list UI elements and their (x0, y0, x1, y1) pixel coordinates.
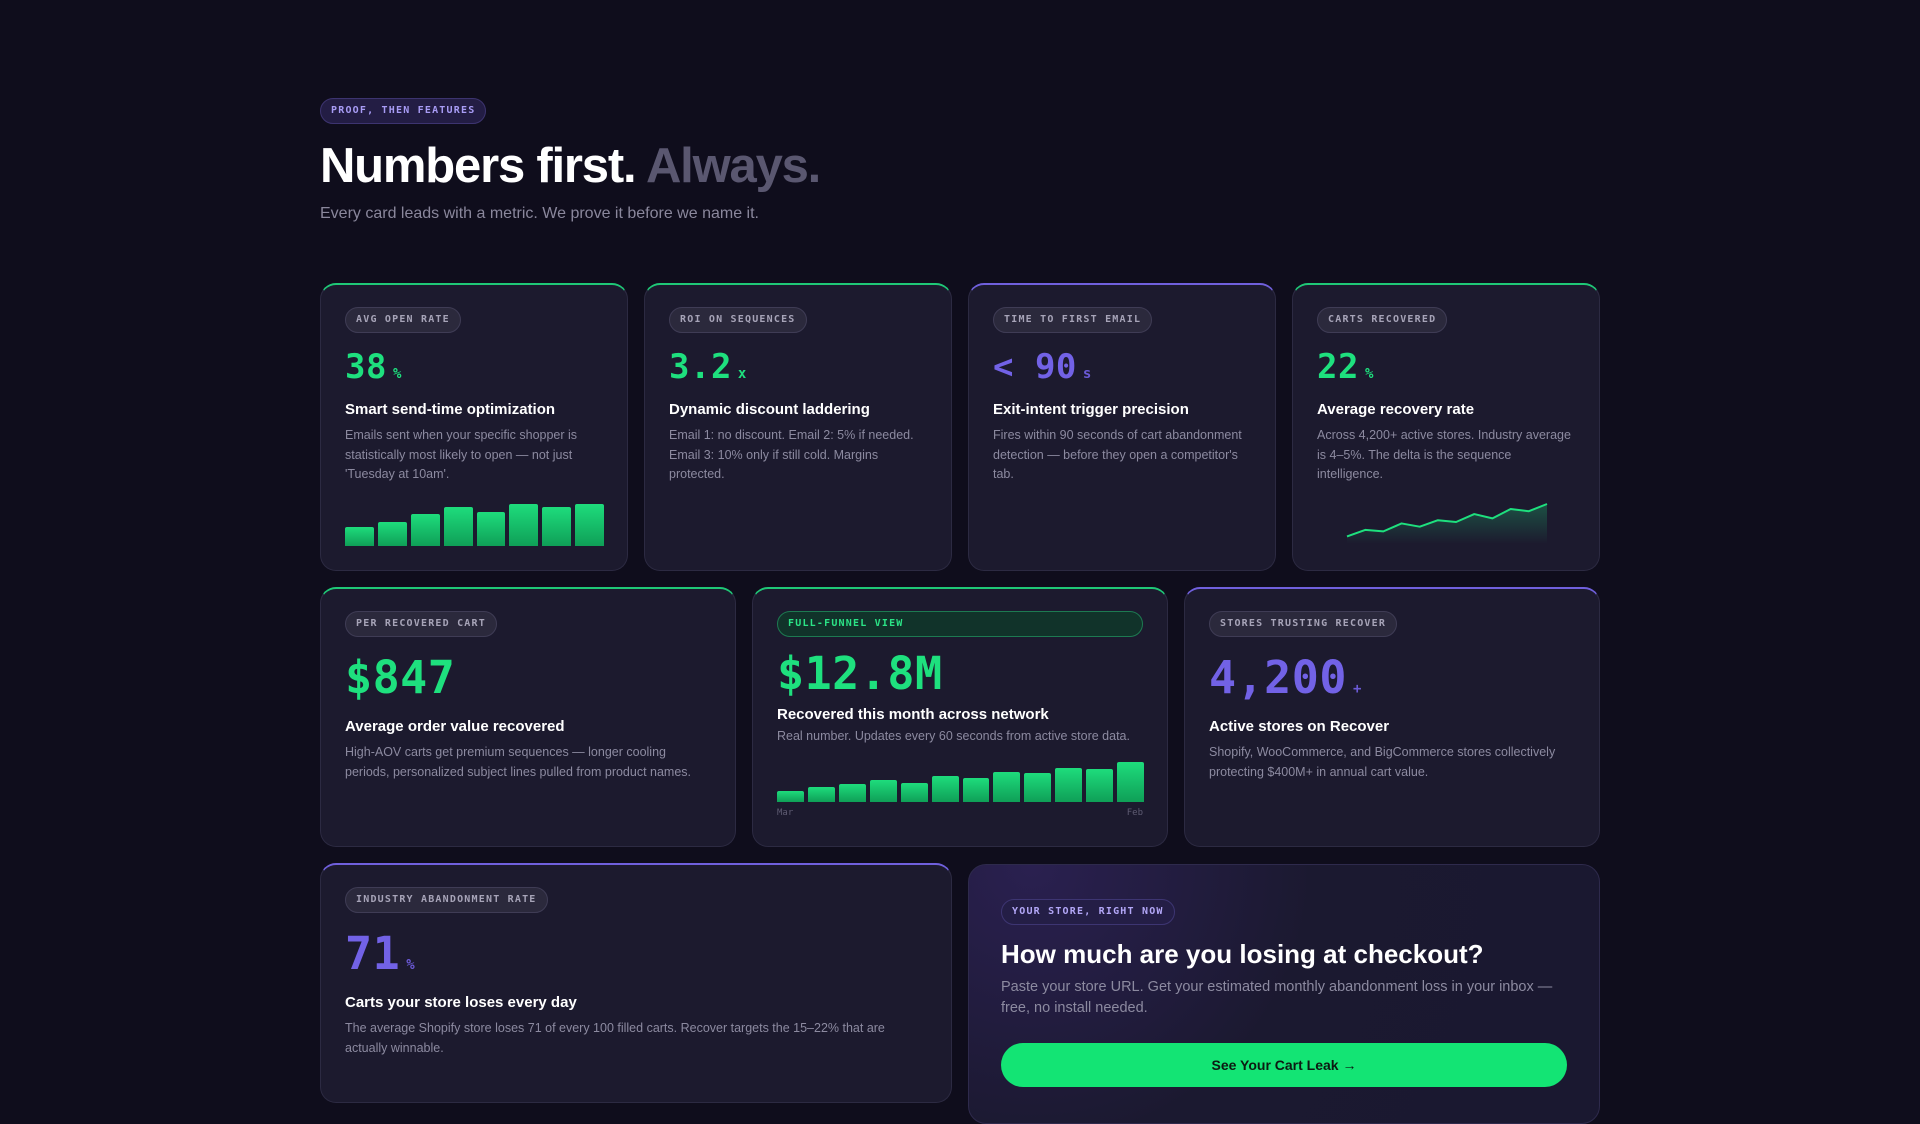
card-title: Recovered this month across network (777, 706, 1049, 723)
open-rate-bar-chart (345, 504, 604, 546)
metric-unit: % (392, 366, 402, 382)
bar (807, 787, 835, 802)
metric-tag: STORES TRUSTING RECOVER (1209, 611, 1398, 637)
bar (931, 776, 959, 802)
card-title: Exit-intent trigger precision (993, 401, 1189, 418)
metric-tag: AVG OPEN RATE (345, 307, 461, 333)
bar (1086, 769, 1114, 802)
cta-card: YOUR STORE, RIGHT NOW How much are you l… (968, 864, 1600, 1124)
metric-value: $12.8M (777, 647, 1143, 700)
metric-tag: INDUSTRY ABANDONMENT RATE (345, 887, 548, 913)
card-description: Shopify, WooCommerce, and BigCommerce st… (1209, 745, 1556, 779)
cta-title: How much are you losing at checkout? (1001, 939, 1484, 969)
axis-end-label: Feb (1126, 808, 1143, 818)
metric-tag: TIME TO FIRST EMAIL (993, 307, 1153, 333)
metric-value: 38 % (345, 347, 603, 387)
bar (993, 772, 1021, 802)
metric-tag: FULL-FUNNEL VIEW (777, 611, 1143, 637)
metric-number: 22 (1317, 347, 1359, 387)
card-description: Email 1: no discount. Email 2: 5% if nee… (669, 428, 914, 481)
card-description: Fires within 90 seconds of cart abandonm… (993, 428, 1242, 481)
bar (377, 522, 407, 546)
metric-number: $847 (345, 651, 456, 704)
card-network-recovered: FULL-FUNNEL VIEW $12.8M Recovered this m… (752, 587, 1168, 847)
bar (777, 791, 804, 802)
network-bar-chart (777, 762, 1145, 802)
metric-tag: CARTS RECOVERED (1317, 307, 1448, 333)
metric-value: 71 % (345, 927, 927, 980)
metric-unit: + (1352, 681, 1362, 697)
card-title: Average recovery rate (1317, 401, 1475, 418)
metric-unit: % (1364, 366, 1374, 382)
metric-value: < 90 s (993, 347, 1251, 387)
bar (509, 504, 539, 546)
cta-tag: YOUR STORE, RIGHT NOW (1001, 899, 1175, 925)
metric-value: $847 (345, 651, 711, 704)
bar (838, 784, 866, 802)
bar (476, 512, 506, 546)
bar (1024, 773, 1052, 802)
bar (869, 780, 897, 802)
bar (542, 507, 572, 546)
bar (1055, 768, 1083, 802)
headline-muted: Always. (646, 139, 821, 193)
card-time-first-email: TIME TO FIRST EMAIL < 90 s Exit-intent t… (968, 283, 1276, 571)
sparkline-line (1346, 503, 1548, 538)
card-description: Across 4,200+ active stores. Industry av… (1317, 428, 1571, 481)
headline-main: Numbers first. (320, 139, 637, 193)
metric-number: 38 (345, 347, 387, 387)
metric-number: 3.2 (669, 347, 732, 387)
axis-start-label: Mar (777, 808, 794, 818)
card-abandonment-rate: INDUSTRY ABANDONMENT RATE 71 % Carts you… (320, 863, 952, 1103)
bar (1117, 762, 1145, 802)
metric-tag: PER RECOVERED CART (345, 611, 497, 637)
metric-unit: % (406, 957, 415, 973)
metric-number: $12.8M (777, 647, 943, 700)
metric-value: 3.2 x (669, 347, 927, 387)
card-title: Active stores on Recover (1209, 718, 1390, 735)
card-title: Smart send-time optimization (345, 401, 556, 418)
recovery-trend-sparkline (1346, 503, 1548, 544)
bar (900, 783, 928, 802)
metric-unit: s (1082, 366, 1092, 382)
card-description: High-AOV carts get premium sequences — l… (345, 745, 692, 779)
section-subhead: Every card leads with a metric. We prove… (320, 205, 759, 222)
metric-number: 71 (345, 927, 401, 980)
card-description: The average Shopify store loses 71 of ev… (345, 1021, 885, 1055)
bar (345, 527, 374, 546)
card-per-recovered-cart: PER RECOVERED CART $847 Average order va… (320, 587, 736, 847)
card-carts-recovered: CARTS RECOVERED 22 % Average recovery ra… (1292, 283, 1600, 571)
metric-value: 4,200 + (1209, 651, 1575, 704)
metric-value: 22 % (1317, 347, 1575, 387)
card-title: Average order value recovered (345, 718, 565, 735)
metric-number: < 90 (993, 347, 1077, 387)
metric-unit: x (737, 366, 747, 382)
card-description: Emails sent when your specific shopper i… (345, 428, 578, 481)
metric-number: 4,200 (1209, 651, 1347, 704)
bar (410, 514, 440, 546)
card-title: Dynamic discount laddering (669, 401, 870, 418)
see-cart-leak-button[interactable]: See Your Cart Leak → (1001, 1043, 1567, 1087)
section-eyebrow: PROOF, THEN FEATURES (320, 98, 487, 124)
cta-description: Paste your store URL. Get your estimated… (1001, 979, 1553, 1016)
card-title: Carts your store loses every day (345, 994, 577, 1011)
card-open-rate: AVG OPEN RATE 38 % Smart send-time optim… (320, 283, 628, 571)
sparkline-area (1347, 504, 1547, 544)
card-stores: STORES TRUSTING RECOVER 4,200 + Active s… (1184, 587, 1600, 847)
section-headline: Numbers first. Always. (320, 134, 821, 198)
bar (962, 778, 990, 802)
card-description: Real number. Updates every 60 seconds fr… (777, 729, 1130, 743)
card-roi: ROI ON SEQUENCES 3.2 x Dynamic discount … (644, 283, 952, 571)
metric-tag: ROI ON SEQUENCES (669, 307, 807, 333)
bar (575, 504, 604, 546)
bar (443, 507, 473, 546)
